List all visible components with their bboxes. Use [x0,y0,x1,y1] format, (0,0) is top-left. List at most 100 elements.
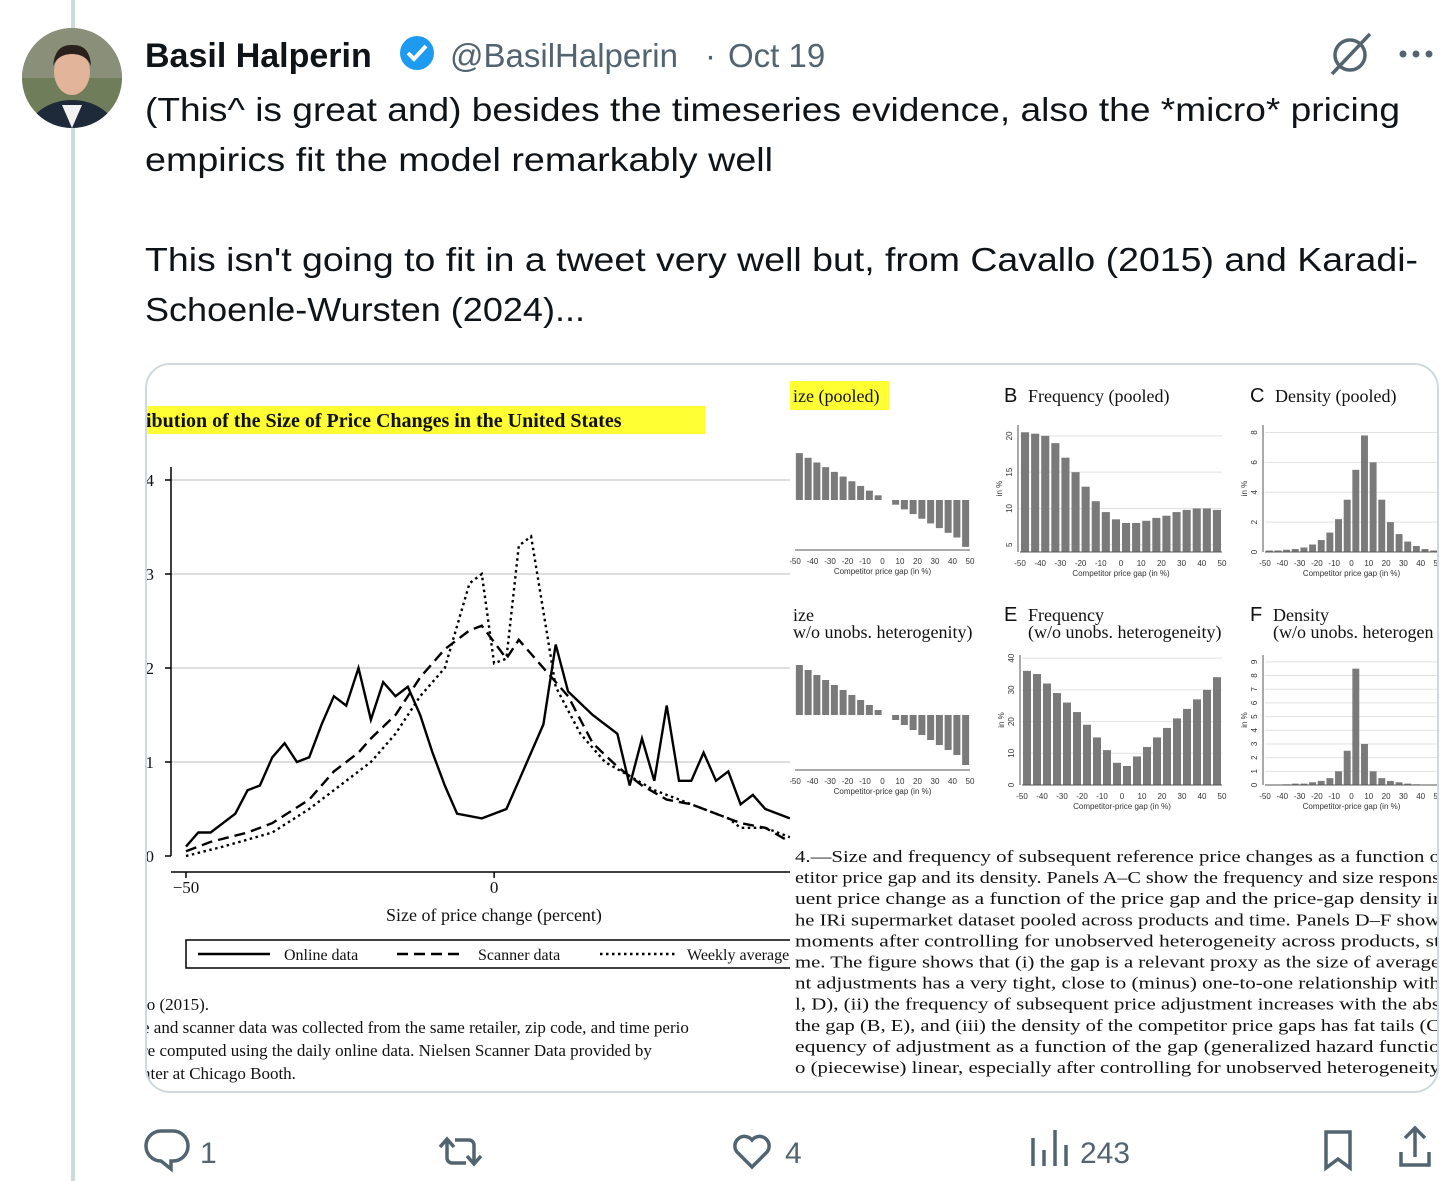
tweet-text-line: empirics fit the model remarkably well [145,141,773,178]
repost-button[interactable] [438,1136,483,1167]
bar [1335,519,1342,552]
bar [1412,546,1420,552]
x-tick-label: -20 [842,777,854,786]
bar [1033,674,1041,785]
y-tick-label: 4 [146,471,155,490]
bar [1430,550,1438,552]
like-button[interactable]: 4 [733,1134,802,1170]
bar [1361,743,1368,785]
bar [813,462,821,500]
panel-title: Frequency [1028,605,1104,625]
bar [1317,540,1325,552]
bar [944,500,952,533]
caption-line: equency of adjustment as a function of t… [795,1037,1440,1056]
y-tick-label: 10 [1005,503,1014,512]
bar [953,500,961,538]
x-tick-label: 0 [1120,792,1125,801]
x-tick-label: 40 [1198,792,1207,801]
bar [1173,718,1181,785]
x-tick-label: -30 [824,557,836,566]
x-tick-label: 10 [1137,559,1146,568]
bar [1291,783,1299,785]
y-axis-label: in % [997,712,1006,728]
legend-label: Online data [284,947,358,964]
y-tick-label: 5 [1005,542,1014,547]
bar [1061,457,1070,552]
figure-note: re computed using the daily online data.… [142,1041,652,1060]
bar [1083,724,1091,785]
bar [1132,522,1141,552]
figure-note: e and scanner data was collected from th… [142,1018,689,1037]
x-tick-label: -30 [1294,792,1306,801]
legend-label: Weekly average [687,947,789,964]
bar [1193,699,1201,785]
bar [1395,534,1403,552]
bar [865,490,873,500]
bar [1213,677,1221,785]
x-axis-label: Competitor price gap (in %) [834,567,932,576]
right-figure: ize (pooled)-50 -40 -30 -20 -10 0 10 20 30 40 50Co… [790,381,1441,1077]
grok-icon[interactable] [1330,32,1372,76]
y-tick-label: 40 [1007,653,1016,662]
x-tick-label: 50 [1218,559,1227,568]
views-button[interactable]: 243 [1031,1130,1130,1170]
x-tick-label: 0 [1349,792,1354,801]
x-tick-label: 20 [1382,559,1391,568]
bar [1091,501,1100,552]
date[interactable]: Oct 19 [728,37,825,74]
bar [822,680,830,715]
bar [1274,550,1282,552]
separator: · [705,37,716,74]
bar [892,500,900,505]
x-tick-label: 40 [948,557,957,566]
title-highlight [790,381,889,410]
caption-line: he IRi supermarket dataset pooled across… [795,910,1441,929]
bar [1123,765,1131,785]
more-menu[interactable] [1399,50,1433,58]
x-tick-label: -50 [1259,559,1271,568]
panel-title: (w/o unobs. heterogeneity) [1028,622,1221,643]
x-tick-label: 40 [1416,559,1425,568]
author-name[interactable]: Basil Halperin [145,37,372,75]
x-tick-label: 10 [896,777,905,786]
caption-line: l, D), (ii) the frequency of subsequent … [795,995,1440,1014]
x-tick-label: 0 [1349,559,1354,568]
bar [1326,778,1334,785]
series-line [185,644,790,848]
media[interactable]: ibution of the Size of Price Changes in … [142,364,1443,1092]
y-axis-label: in % [995,481,1004,497]
bar [1421,549,1429,552]
bar [830,685,838,715]
x-tick-label: 0 [1119,559,1124,568]
x-tick-label: 20 [913,777,922,786]
figure-note: lo (2015). [142,995,209,1014]
handle[interactable]: @BasilHalperin [450,37,678,74]
x-tick-label: -20 [1311,559,1323,568]
bar [1041,435,1050,552]
bar [1021,432,1030,552]
share-button[interactable] [1399,1125,1431,1167]
x-tick-label: 30 [931,777,940,786]
x-tick-label: 50 [966,777,975,786]
bar [1291,549,1299,552]
panel-title: Density (pooled) [1275,386,1396,407]
y-tick-label: 2 [1250,755,1259,760]
y-tick-label: 4 [1250,489,1259,494]
x-axis-label: Competitor price gap (in %) [1303,569,1401,578]
panel-letter: F [1250,604,1262,626]
tweet-text-line: Schoenle-Wursten (2024)... [145,291,585,328]
x-tick-label: -10 [1095,559,1107,568]
bookmark-button[interactable] [1324,1130,1352,1172]
x-tick-label: -40 [807,557,819,566]
bar [1300,547,1308,552]
x-tick-label: -40 [1277,559,1289,568]
x-tick-label: -50 [1259,792,1271,801]
y-tick-label: 0 [1250,549,1259,554]
reply-button[interactable]: 1 [144,1129,217,1173]
bar [839,690,847,715]
caption-line: 4.—Size and frequency of subsequent refe… [795,847,1440,866]
bar [1404,783,1412,785]
x-axis-label: Competitor-price gap (in %) [1073,802,1171,811]
panel-title: ize [793,605,814,625]
bar [1265,550,1273,552]
